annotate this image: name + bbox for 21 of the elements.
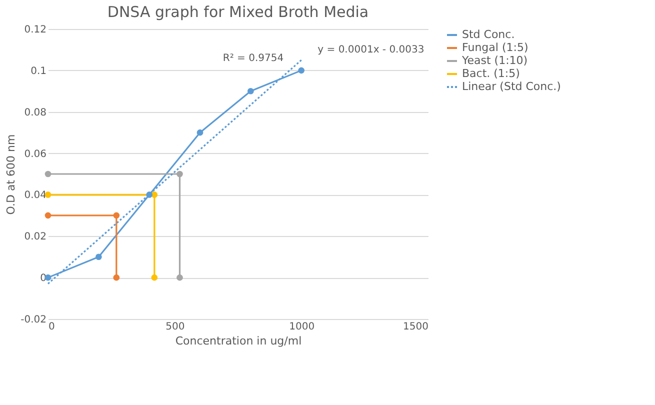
y-tick-label: 0.1: [30, 66, 46, 77]
legend-label: Yeast (1:10): [461, 54, 528, 67]
legend-label: Fungal (1:5): [462, 41, 528, 54]
annotation: y = 0.0001x - 0.0033: [318, 44, 424, 56]
x-tick-label: 500: [166, 322, 185, 332]
y-tick-label: -0.02: [20, 314, 46, 326]
y-tick-label: 0.12: [24, 24, 46, 36]
x-axis-title: Concentration in ug/ml: [175, 334, 302, 348]
legend-label: Std Conc.: [462, 28, 515, 41]
chart-title: DNSA graph for Mixed Broth Media: [107, 3, 369, 21]
annotation: R² = 0.9754: [222, 53, 284, 64]
legend-label: Linear (Std Conc.): [462, 80, 561, 93]
x-tick-label: 1500: [403, 322, 428, 332]
x-tick-label: 1000: [289, 322, 315, 332]
y-tick-label: 0.02: [24, 232, 46, 243]
x-tick-label: 0: [48, 322, 55, 332]
y-axis-title: O.D at 600 nm: [4, 134, 18, 215]
legend-label: Bact. (1:5): [462, 67, 520, 80]
y-tick-label: 0.06: [24, 148, 46, 160]
y-tick-label: 0.04: [24, 190, 46, 202]
y-tick-label: 0.08: [24, 107, 46, 118]
